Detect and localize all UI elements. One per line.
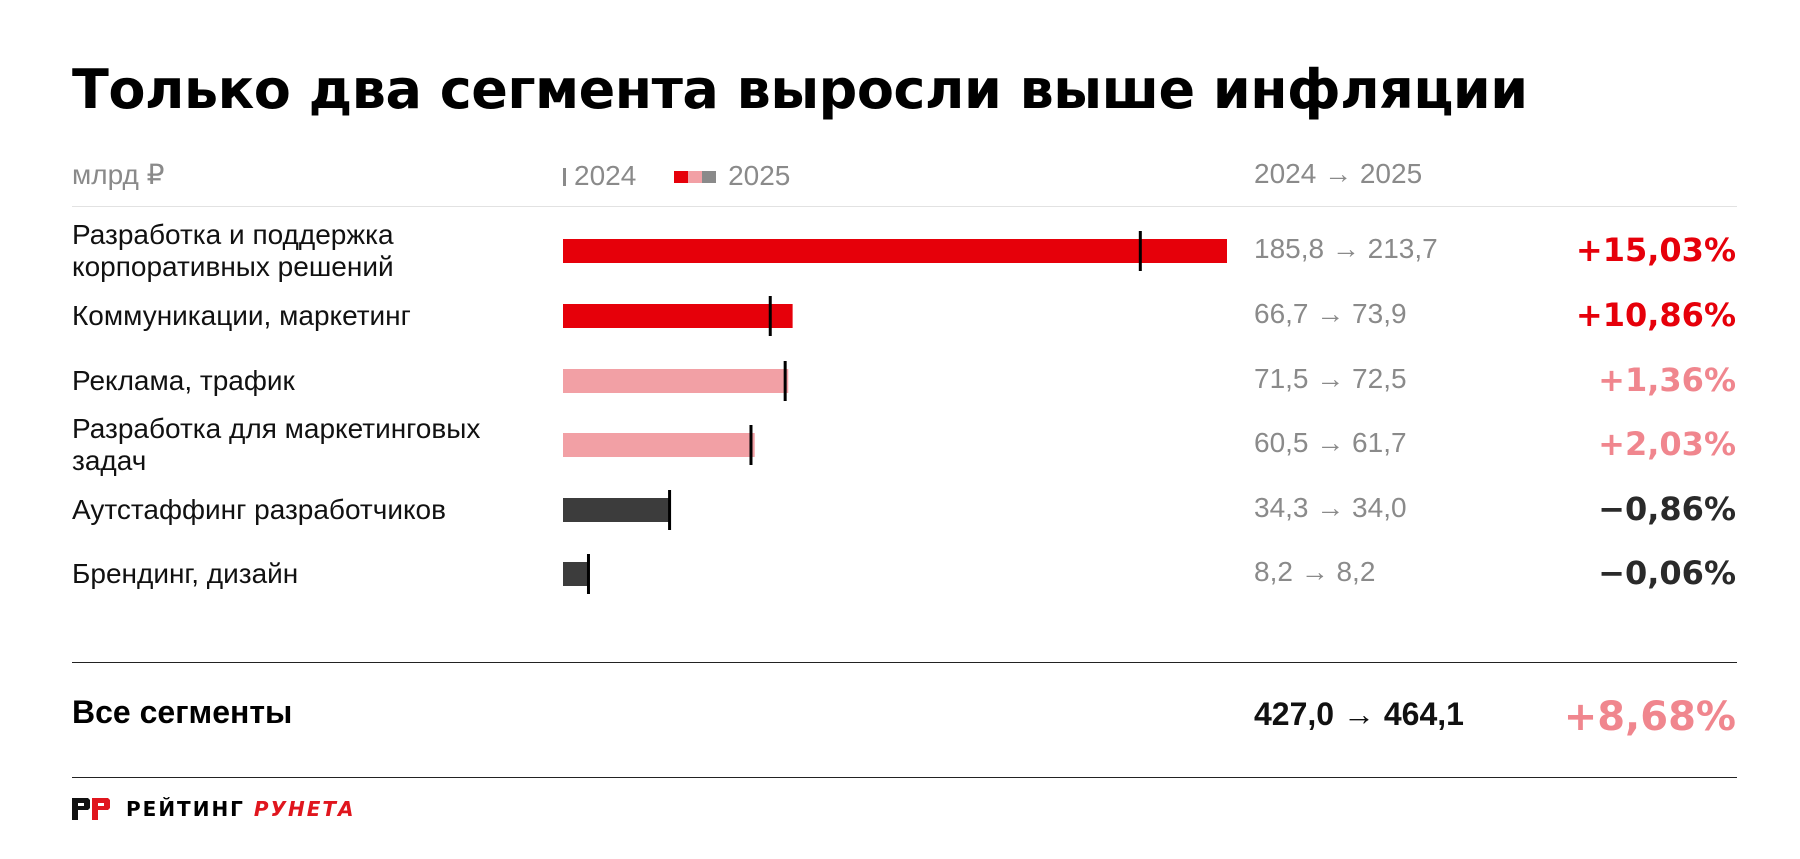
category-label: Аутстаффинг разработчиков bbox=[72, 494, 446, 525]
change-pct: +2,03% bbox=[1598, 425, 1736, 463]
change-pct: +1,36% bbox=[1598, 361, 1736, 399]
total-label: Все сегменты bbox=[72, 694, 293, 730]
marker-2024 bbox=[768, 296, 772, 336]
marker-2024 bbox=[783, 361, 787, 401]
legend-2024-marker bbox=[563, 168, 566, 186]
change-header: 2024 → 2025 bbox=[1254, 158, 1423, 189]
category-label: Разработка для маркетинговых задач bbox=[72, 413, 481, 476]
change-pct: −0,86% bbox=[1598, 490, 1736, 528]
bar-2025 bbox=[563, 369, 789, 393]
header-divider bbox=[72, 206, 1737, 207]
logo-text: РЕЙТИНГ РУНЕТА bbox=[126, 797, 356, 821]
bar-2025 bbox=[563, 498, 669, 522]
chart-title: Только два сегмента выросли выше инфляци… bbox=[72, 58, 1528, 121]
total-divider-top bbox=[72, 662, 1737, 663]
bar-2025 bbox=[563, 562, 589, 586]
logo-mark-icon bbox=[72, 798, 110, 820]
unit-label: млрд ₽ bbox=[72, 159, 165, 190]
value-pair: 8,2 → 8,2 bbox=[1254, 556, 1376, 587]
legend: 2024 2025 bbox=[563, 158, 790, 192]
value-pair: 34,3 → 34,0 bbox=[1254, 492, 1407, 523]
category-label: Коммуникации, маркетинг bbox=[72, 300, 411, 331]
runet-rating-logo: РЕЙТИНГ РУНЕТА bbox=[72, 797, 356, 821]
category-label: Реклама, трафик bbox=[72, 365, 295, 396]
marker-2024 bbox=[749, 425, 753, 465]
total-change-pct: +8,68% bbox=[1563, 694, 1736, 740]
logo-text-part1: РЕЙТИНГ bbox=[126, 797, 245, 821]
logo-text-part2: РУНЕТА bbox=[253, 797, 356, 821]
legend-2025-label: 2025 bbox=[728, 160, 791, 191]
change-pct: −0,06% bbox=[1598, 554, 1736, 592]
bar-2025 bbox=[563, 304, 793, 328]
value-pair: 71,5 → 72,5 bbox=[1254, 363, 1407, 394]
marker-2024 bbox=[668, 490, 672, 530]
marker-2024 bbox=[586, 554, 590, 594]
category-label: Разработка и поддержка корпоративных реш… bbox=[72, 219, 394, 282]
bar-2025 bbox=[563, 433, 755, 457]
value-pair: 66,7 → 73,9 bbox=[1254, 298, 1407, 329]
change-pct: +15,03% bbox=[1575, 231, 1736, 269]
legend-2025-swatch bbox=[674, 158, 717, 190]
marker-2024 bbox=[1138, 231, 1142, 271]
total-divider-bottom bbox=[72, 777, 1737, 778]
total-values: 427,0 → 464,1 bbox=[1254, 696, 1464, 732]
legend-2024-label: 2024 bbox=[574, 160, 637, 191]
value-pair: 60,5 → 61,7 bbox=[1254, 427, 1407, 458]
category-label: Брендинг, дизайн bbox=[72, 558, 299, 589]
value-pair: 185,8 → 213,7 bbox=[1254, 233, 1438, 264]
bar-2025 bbox=[563, 239, 1227, 263]
change-pct: +10,86% bbox=[1575, 296, 1736, 334]
